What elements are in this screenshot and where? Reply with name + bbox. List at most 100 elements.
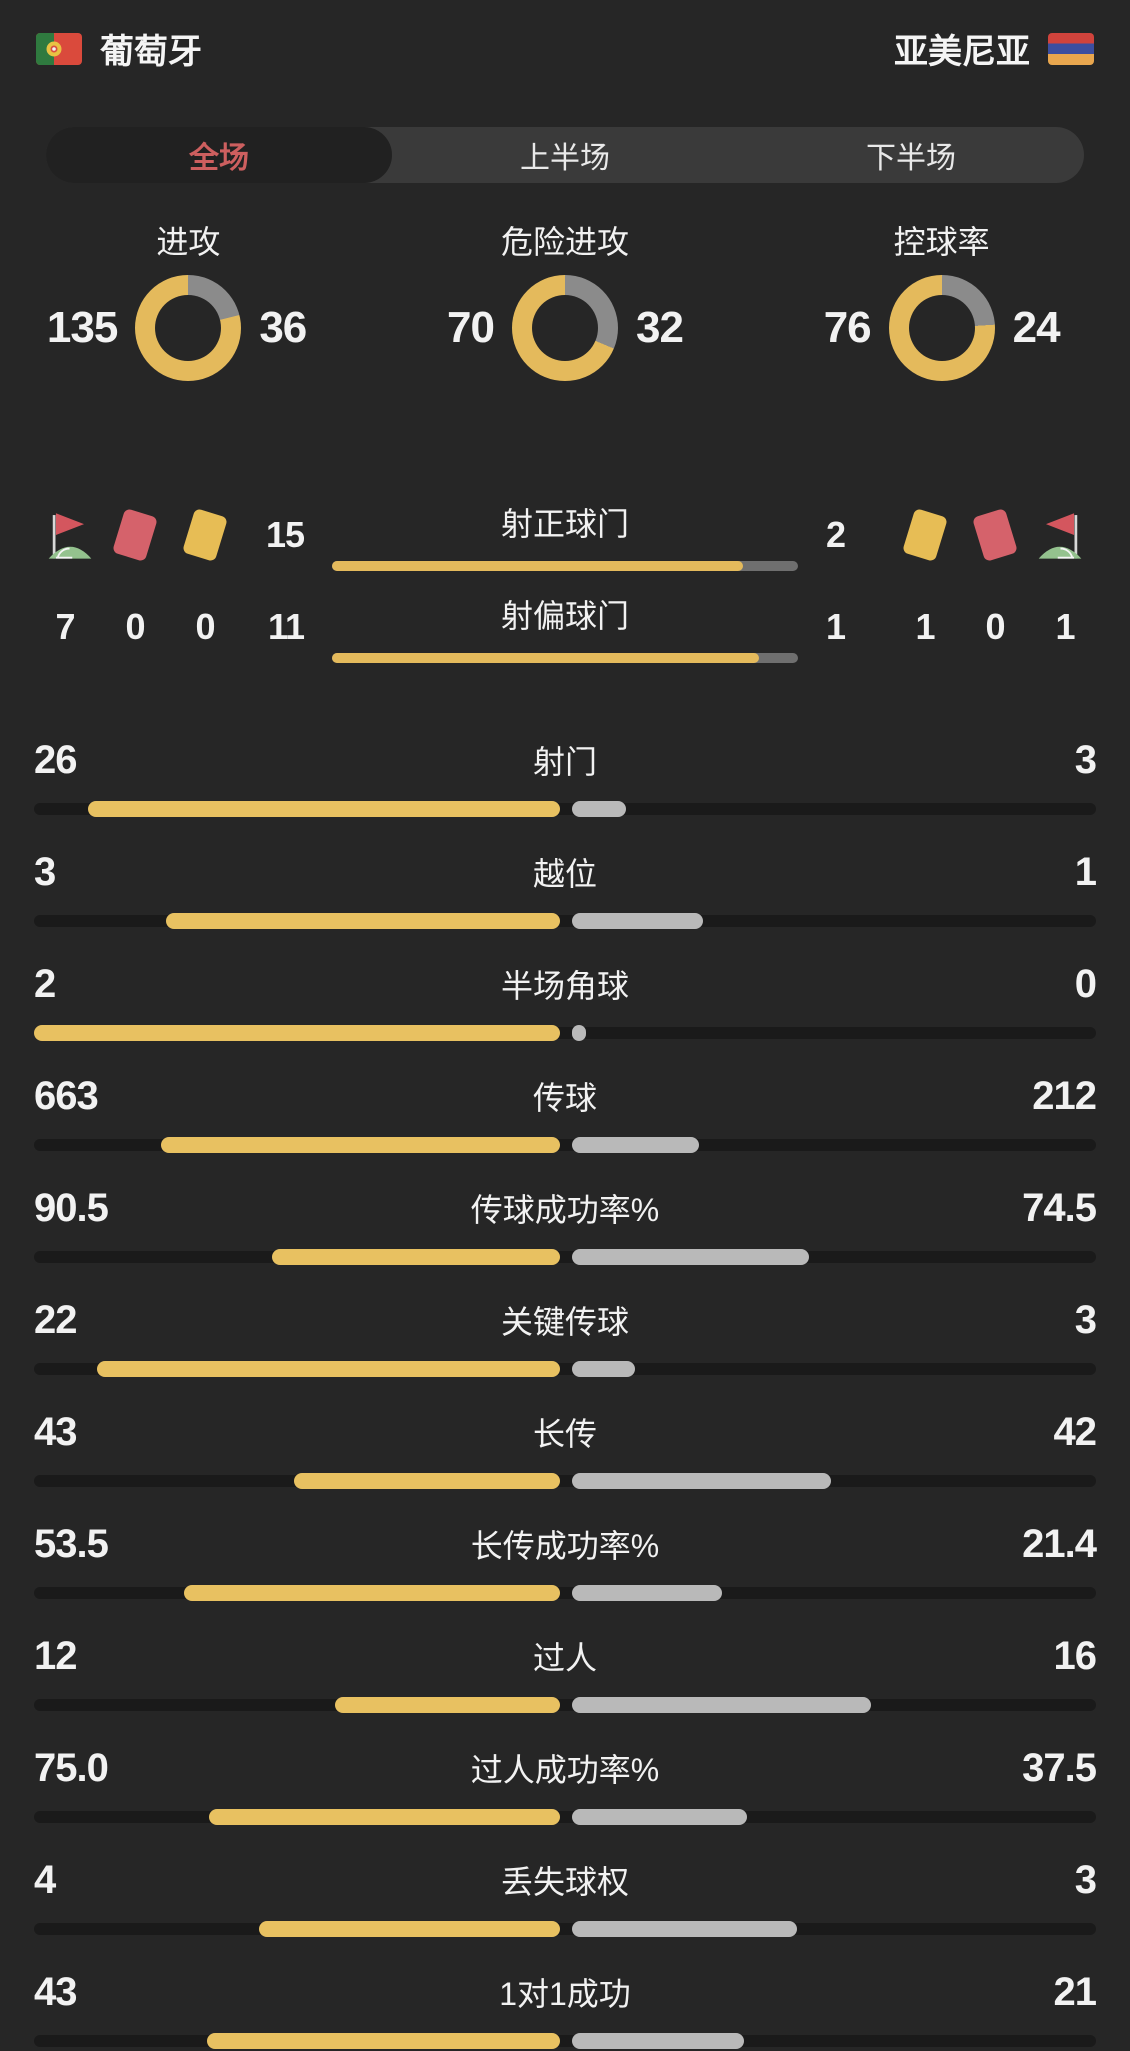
stat-track xyxy=(34,1473,1096,1489)
donut-group-0: 进攻 135 36 xyxy=(0,225,377,381)
stat-away-bar xyxy=(572,1473,831,1489)
stat-row-6: 43 长传 42 xyxy=(0,1379,1130,1491)
stat-track xyxy=(34,1809,1096,1825)
stat-label: 1对1成功 xyxy=(499,1976,631,2012)
stat-away-value: 16 xyxy=(1053,1634,1098,1678)
stat-home-value: 22 xyxy=(34,1298,78,1342)
stat-track xyxy=(34,913,1096,929)
stat-home-bar xyxy=(259,1921,560,1937)
stat-head: 43 1对1成功 21 xyxy=(0,1969,1130,2014)
stat-head: 75.0 过人成功率% 37.5 xyxy=(0,1745,1130,1790)
stat-row-3: 663 传球 212 xyxy=(0,1043,1130,1155)
stat-away-bar xyxy=(572,1809,747,1825)
stat-away-bar xyxy=(572,1025,586,1041)
stat-away-bar xyxy=(572,2033,744,2049)
stat-home-value: 26 xyxy=(34,738,78,782)
period-tabbar: 全场 上半场 下半场 xyxy=(46,127,1084,183)
stat-away-value: 21.4 xyxy=(1022,1522,1097,1566)
donut-chart xyxy=(511,275,618,381)
stat-away-bar xyxy=(572,1249,809,1265)
stat-away-value: 212 xyxy=(1032,1074,1097,1118)
stat-track xyxy=(34,1697,1096,1713)
stat-label: 长传 xyxy=(533,1416,598,1452)
stat-home-bar xyxy=(206,2033,560,2049)
donut-group-1: 危险进攻 70 32 xyxy=(377,225,754,381)
stat-away-value: 42 xyxy=(1053,1410,1098,1454)
stat-home-bar xyxy=(161,1137,560,1153)
stat-home-value: 3 xyxy=(34,850,56,894)
shots-on-target-bar xyxy=(332,561,798,571)
stat-label: 传球成功率% xyxy=(470,1192,660,1228)
stat-track xyxy=(34,1025,1096,1041)
donut-row: 进攻 135 36 危险进攻 70 32 控球率 76 24 xyxy=(0,225,1130,381)
shots-on-target-label: 射正球门 xyxy=(500,506,629,542)
home-yellow-card-icon xyxy=(170,504,240,566)
donut-home-value: 70 xyxy=(447,303,495,352)
shots-on-target-home: 15 xyxy=(265,514,305,555)
home-corners-count: 7 xyxy=(55,606,75,647)
donut-label: 进攻 xyxy=(156,224,221,260)
home-team: 葡萄牙 xyxy=(36,24,202,73)
stat-home-bar xyxy=(88,801,560,817)
shots-off-target-bar xyxy=(332,653,798,663)
donut-home-value: 76 xyxy=(823,303,872,352)
stat-home-bar xyxy=(34,1025,560,1041)
stat-home-bar xyxy=(334,1697,560,1713)
donut-group-2: 控球率 76 24 xyxy=(753,225,1130,381)
home-yellow-cards-count: 0 xyxy=(195,606,215,647)
stat-home-value: 4 xyxy=(34,1858,56,1902)
stat-away-value: 1 xyxy=(1074,850,1097,894)
stat-row-8: 12 过人 16 xyxy=(0,1603,1130,1715)
stat-label: 半场角球 xyxy=(501,968,630,1004)
stat-away-bar xyxy=(572,1361,635,1377)
away-yellow-card-icon xyxy=(890,504,960,566)
stat-label: 过人 xyxy=(533,1640,598,1676)
home-corner-flag-icon xyxy=(30,504,100,566)
stat-away-bar xyxy=(572,801,627,817)
donut-line: 76 24 xyxy=(775,275,1109,381)
stat-row-7: 53.5 长传成功率% 21.4 xyxy=(0,1491,1130,1603)
stat-home-value: 663 xyxy=(34,1074,99,1118)
away-team-name: 亚美尼亚 xyxy=(894,33,1030,71)
armenia-flag-icon xyxy=(1048,32,1094,65)
stat-head: 4 丢失球权 3 xyxy=(0,1857,1130,1902)
tab-full-match[interactable]: 全场 xyxy=(46,127,392,183)
stat-label: 关键传球 xyxy=(501,1304,630,1340)
stat-label: 长传成功率% xyxy=(470,1528,660,1564)
header: 葡萄牙 亚美尼亚 xyxy=(36,24,1094,73)
stat-head: 22 关键传球 3 xyxy=(0,1297,1130,1342)
stat-away-value: 0 xyxy=(1074,962,1097,1006)
donut-label: 控球率 xyxy=(893,224,990,260)
away-red-cards-count: 0 xyxy=(985,606,1005,647)
home-red-cards-count: 0 xyxy=(125,606,145,647)
stat-track xyxy=(34,1921,1096,1937)
stat-track xyxy=(34,2033,1096,2049)
shots-section: 15 射正球门 2 7 0 0 11 射偏球门 1 1 0 1 xyxy=(30,499,1100,663)
stat-label: 传球 xyxy=(533,1080,598,1116)
stat-home-value: 12 xyxy=(34,1634,78,1678)
donut-line: 135 36 xyxy=(21,275,355,381)
stat-home-bar xyxy=(209,1809,560,1825)
stat-away-value: 74.5 xyxy=(1022,1186,1097,1230)
stat-label: 丢失球权 xyxy=(501,1864,630,1900)
shots-on-target-block: 射正球门 xyxy=(332,499,798,571)
stat-head: 3 越位 1 xyxy=(0,849,1130,894)
stat-head: 2 半场角球 0 xyxy=(0,961,1130,1006)
donut-home-value: 135 xyxy=(46,303,118,352)
shots-off-target-block: 射偏球门 xyxy=(332,591,798,663)
stat-head: 26 射门 3 xyxy=(0,737,1130,782)
shots-off-target-home: 11 xyxy=(267,606,305,647)
shots-off-target-away: 1 xyxy=(826,606,846,647)
stat-label: 过人成功率% xyxy=(470,1752,660,1788)
tab-first-half[interactable]: 上半场 xyxy=(520,142,610,175)
stat-track xyxy=(34,801,1096,817)
stat-row-2: 2 半场角球 0 xyxy=(0,931,1130,1043)
donut-away-value: 32 xyxy=(635,303,684,352)
stat-head: 12 过人 16 xyxy=(0,1633,1130,1678)
stat-track xyxy=(34,1585,1096,1601)
stat-away-bar xyxy=(572,913,703,929)
stat-home-bar xyxy=(271,1249,560,1265)
stats-list: 26 射门 3 3 越位 1 2 半场角球 0 663 传球 212 90.5 传球成功率% 74.5 22 关… xyxy=(0,707,1130,2051)
tab-second-half[interactable]: 下半场 xyxy=(866,142,956,175)
stat-label: 越位 xyxy=(533,856,598,892)
